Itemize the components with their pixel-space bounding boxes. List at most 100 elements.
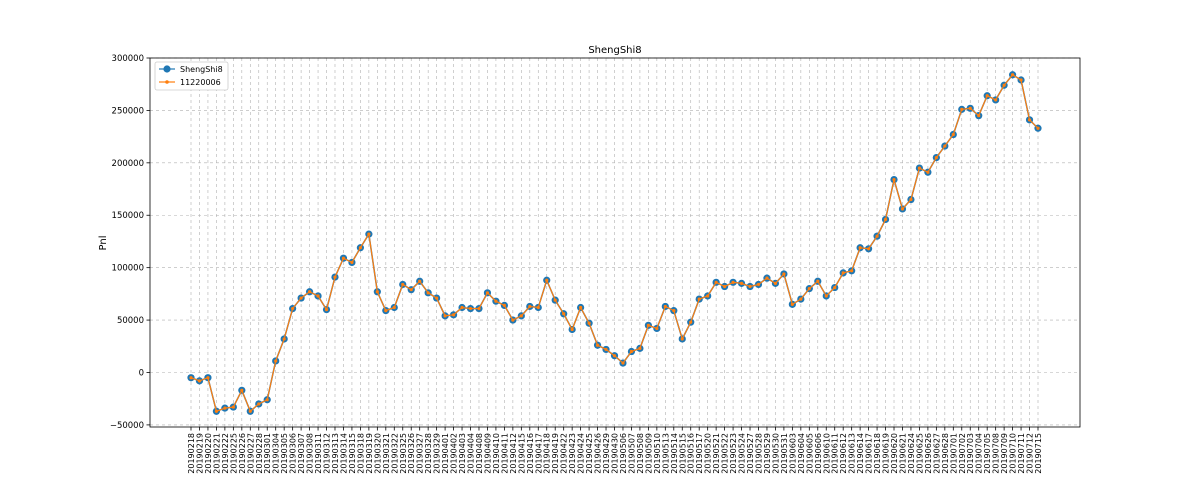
- data-point: [816, 279, 820, 283]
- x-tick-label: 20190429: [602, 433, 611, 474]
- x-tick-label: 20190524: [738, 433, 747, 474]
- x-tick-label: 20190530: [771, 433, 780, 474]
- data-point: [994, 98, 998, 102]
- x-tick-label: 20190703: [966, 433, 975, 474]
- legend-marker: [165, 80, 169, 84]
- data-point: [443, 314, 447, 318]
- legend-label: ShengShi8: [180, 65, 223, 74]
- x-tick-label: 20190620: [890, 433, 899, 474]
- x-tick-label: 20190611: [831, 433, 840, 474]
- data-point: [1027, 118, 1032, 122]
- x-tick-label: 20190610: [822, 433, 831, 474]
- data-point: [451, 313, 456, 317]
- x-tick-label: 20190507: [627, 433, 636, 474]
- x-tick-label: 20190225: [229, 433, 238, 474]
- data-point: [579, 305, 583, 310]
- data-point: [799, 297, 803, 301]
- data-point: [663, 304, 667, 309]
- data-point: [375, 290, 379, 294]
- x-tick-label: 20190402: [450, 433, 459, 474]
- y-tick-label: −50000: [110, 421, 144, 431]
- data-point: [917, 166, 922, 170]
- data-point: [460, 305, 464, 310]
- data-point: [341, 256, 346, 260]
- data-point: [892, 178, 896, 182]
- y-axis-label: Pnl: [98, 236, 109, 251]
- x-tick-label: 20190419: [551, 433, 560, 474]
- x-tick-label: 20190520: [704, 433, 713, 474]
- data-point: [553, 298, 557, 302]
- data-point: [519, 314, 523, 318]
- data-point: [629, 349, 634, 354]
- legend-label: 11220006: [180, 78, 221, 87]
- data-point: [435, 296, 439, 300]
- series-layer: [187, 71, 1042, 415]
- data-point: [307, 290, 312, 294]
- x-tick-label: 20190408: [475, 433, 484, 474]
- data-point: [409, 288, 413, 292]
- data-point: [265, 398, 269, 402]
- data-point: [214, 409, 219, 413]
- data-point: [240, 388, 244, 392]
- data-point: [1002, 83, 1006, 87]
- data-point: [883, 217, 888, 222]
- x-tick-label: 20190306: [289, 433, 298, 474]
- x-tick-label: 20190606: [814, 433, 823, 474]
- x-tick-label: 20190221: [212, 433, 221, 474]
- y-tick-label: 250000: [112, 106, 144, 116]
- data-point: [401, 282, 405, 287]
- data-point: [384, 309, 388, 313]
- data-point: [223, 406, 227, 410]
- x-tick-label: 20190409: [483, 433, 492, 474]
- x-tick-label: 20190401: [441, 433, 450, 474]
- data-point: [926, 170, 930, 174]
- x-tick-label: 20190307: [297, 433, 306, 474]
- data-point: [1010, 73, 1015, 77]
- x-tick-label: 20190313: [331, 433, 340, 474]
- x-tick-label: 20190612: [839, 433, 848, 474]
- data-point: [765, 276, 769, 280]
- data-point: [739, 281, 744, 285]
- x-tick-label: 20190328: [424, 433, 433, 474]
- x-tick-label: 20190514: [670, 433, 679, 474]
- x-tick-label: 20190508: [636, 433, 645, 474]
- data-point: [248, 409, 252, 413]
- data-point: [570, 327, 574, 332]
- data-point: [291, 306, 295, 311]
- data-point: [672, 309, 676, 313]
- data-point: [782, 272, 786, 276]
- x-tick-label: 20190424: [577, 433, 586, 474]
- x-tick-label: 20190301: [263, 433, 272, 474]
- data-point: [257, 402, 261, 406]
- x-tick-label: 20190411: [500, 433, 509, 474]
- y-tick-label: 200000: [112, 159, 144, 169]
- x-tick-label: 20190712: [1026, 433, 1035, 474]
- data-point: [545, 278, 549, 282]
- grid-lines: [150, 57, 1080, 427]
- x-tick-label: 20190528: [754, 433, 763, 474]
- y-tick-label: 150000: [112, 211, 144, 221]
- data-point: [807, 287, 811, 291]
- x-tick-label: 20190430: [611, 433, 620, 474]
- data-point: [968, 106, 972, 110]
- data-point: [773, 281, 778, 285]
- data-point: [316, 294, 320, 298]
- x-tick-label: 20190320: [373, 433, 382, 474]
- x-tick-label: 20190515: [678, 433, 687, 474]
- data-point: [595, 343, 600, 347]
- data-point: [867, 247, 871, 251]
- data-point: [206, 376, 210, 380]
- x-tick-label: 20190222: [221, 433, 230, 474]
- chart-title: ShengShi8: [588, 45, 641, 56]
- x-tick-label: 20190308: [306, 433, 315, 474]
- data-point: [536, 305, 540, 310]
- x-tick-label: 20190705: [983, 433, 992, 474]
- x-tick-label: 20190226: [238, 433, 247, 474]
- data-point: [756, 282, 761, 287]
- data-point: [723, 284, 727, 289]
- x-tick-label: 20190220: [204, 433, 213, 474]
- data-point: [528, 304, 532, 309]
- data-point: [468, 306, 473, 311]
